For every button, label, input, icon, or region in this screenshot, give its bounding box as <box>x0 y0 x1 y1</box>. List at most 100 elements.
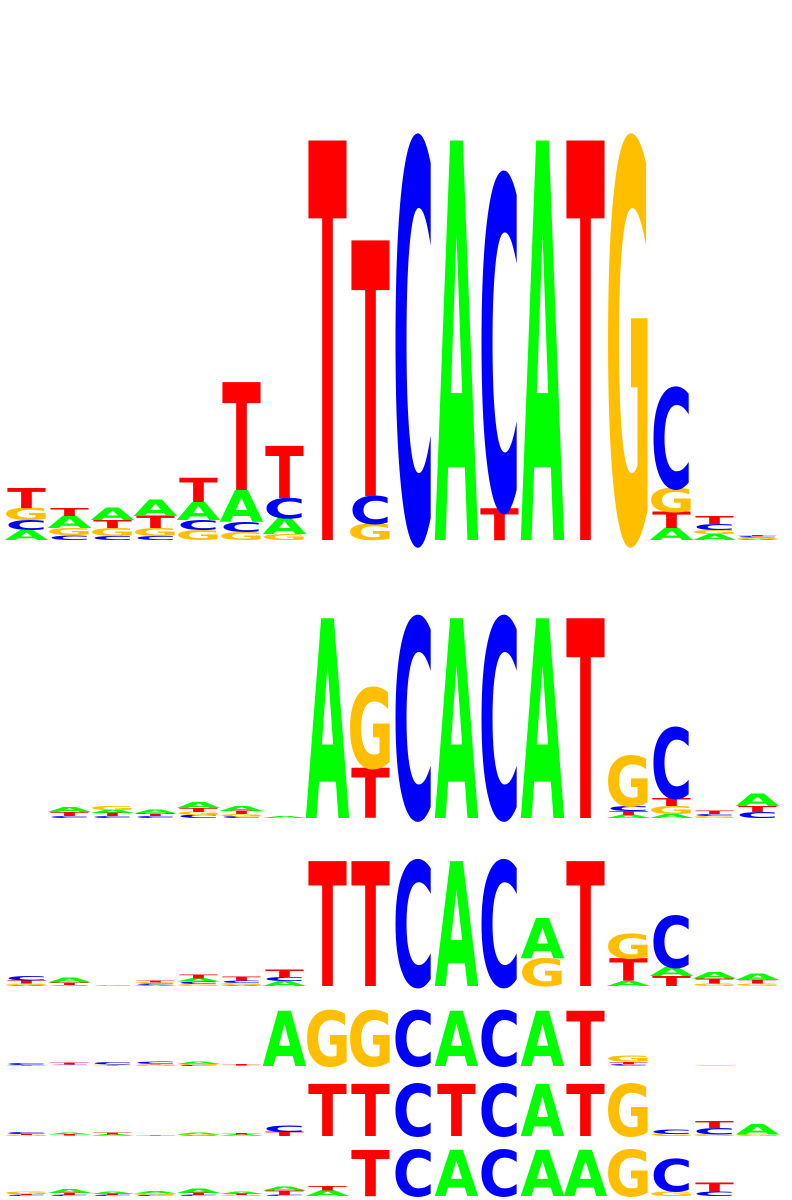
logo-letter-a: A <box>48 1188 92 1194</box>
logo-letter-a: A <box>48 513 93 532</box>
logo-letter-g: G <box>648 804 695 817</box>
logo-column: G <box>605 1138 652 1200</box>
logo-letter-c: C <box>92 816 134 819</box>
logo-letter-a: A <box>177 497 221 526</box>
logo-letter-c: C <box>479 829 521 1028</box>
logo-letter-t: T <box>136 1135 176 1136</box>
logo-column: C <box>479 563 521 883</box>
logo-column: A <box>435 563 479 883</box>
logo-letter-t: T <box>50 811 89 817</box>
logo-column: CGA <box>132 1191 179 1196</box>
logo-column: T <box>351 829 390 1028</box>
logo-letter-c: C <box>49 985 91 986</box>
logo-letter-c: C <box>49 1064 91 1065</box>
logo-column: G <box>605 31 652 670</box>
logo-column: G <box>304 996 351 1084</box>
logo-letter-a: A <box>736 791 781 810</box>
logo-letter-a: A <box>263 1186 307 1192</box>
logo-letter-c: C <box>264 493 306 525</box>
logo-letter-t: T <box>93 1133 133 1135</box>
logo-letter-c: C <box>92 1062 134 1065</box>
logo-letter-g: G <box>734 1134 781 1136</box>
logo-letter-g: G <box>175 1064 222 1066</box>
logo-letter-g: G <box>347 520 394 545</box>
logo-letter-t: T <box>136 813 176 817</box>
logo-letter-g: G <box>3 1191 50 1195</box>
logo-column: GTA <box>734 972 781 987</box>
logo-column: G <box>605 1071 652 1154</box>
logo-column: T <box>351 1071 390 1154</box>
logo-column: C <box>479 1138 521 1200</box>
logo-letter-g: G <box>132 1135 179 1136</box>
logo-letter-t: T <box>566 1071 605 1154</box>
logo-letter-t: T <box>609 810 648 816</box>
logo-letter-c: C <box>178 1195 220 1196</box>
logo-letter-a: A <box>435 31 479 670</box>
logo-column: GT <box>218 1064 265 1066</box>
logo-letter-a: A <box>5 527 49 543</box>
logo-letter-a: A <box>306 1189 351 1198</box>
logo-column: GCT <box>691 1119 738 1137</box>
logo-letter-g: G <box>648 1134 695 1136</box>
logo-letter-a: A <box>134 1191 178 1195</box>
logo-letter-c: C <box>264 976 306 982</box>
logo-column: CTA <box>177 1187 222 1196</box>
logo-letter-a: A <box>5 984 49 986</box>
logo-letter-t: T <box>308 1185 347 1192</box>
logo-letter-a: A <box>736 539 780 541</box>
logo-letter-g: G <box>519 952 566 996</box>
logo-letter-g: G <box>691 816 738 819</box>
logo-column: ATG <box>605 928 652 989</box>
logo-letter-g: G <box>347 666 394 794</box>
logo-letter-a: A <box>91 809 135 814</box>
logo-letter-a: A <box>521 996 565 1084</box>
logo-letter-c: C <box>221 980 263 984</box>
logo-letter-a: A <box>435 563 479 883</box>
logo-letter-g: G <box>46 526 93 538</box>
logo-letter-t: T <box>351 829 390 1028</box>
logo-letter-a: A <box>263 996 307 1084</box>
logo-letter-a: A <box>736 1121 780 1138</box>
logo-letter-g: G <box>218 1065 265 1066</box>
logo-column: CTA <box>736 791 781 820</box>
logo-letter-a: A <box>48 976 93 984</box>
logo-letter-t: T <box>738 804 777 814</box>
logo-letter-a: A <box>650 813 694 819</box>
logo-letter-g: G <box>46 1065 93 1066</box>
logo-letter-c: C <box>479 1071 521 1154</box>
logo-letter-g: G <box>648 482 695 520</box>
logo-letter-t: T <box>695 514 734 527</box>
logo-letter-c: C <box>178 1065 220 1067</box>
logo-column: A <box>521 1071 565 1154</box>
logo-letter-c: C <box>651 903 693 984</box>
logo-letter-t: T <box>50 1062 90 1065</box>
logo-letter-t: T <box>738 979 777 985</box>
logo-letter-t: T <box>351 172 390 580</box>
logo-letter-c: C <box>737 536 779 538</box>
logo-letter-g: G <box>218 1135 265 1136</box>
logo-letter-a: A <box>134 496 179 521</box>
logo-letter-g: G <box>3 1135 50 1137</box>
logo-letter-a: A <box>263 816 307 819</box>
logo-column: CT <box>694 1180 736 1198</box>
logo-letter-a: A <box>650 525 695 544</box>
logo-letter-a: A <box>693 970 738 980</box>
logo-letter-g: G <box>605 928 652 967</box>
logo-letter-t: T <box>93 1194 133 1195</box>
logo-letter-a: A <box>736 972 781 982</box>
logo-letter-g: G <box>218 1195 265 1196</box>
logo-letter-g: G <box>347 996 394 1084</box>
logo-letter-c: C <box>6 1195 48 1196</box>
logo-letter-g: G <box>691 983 738 987</box>
logo-letter-c: C <box>264 1195 306 1196</box>
